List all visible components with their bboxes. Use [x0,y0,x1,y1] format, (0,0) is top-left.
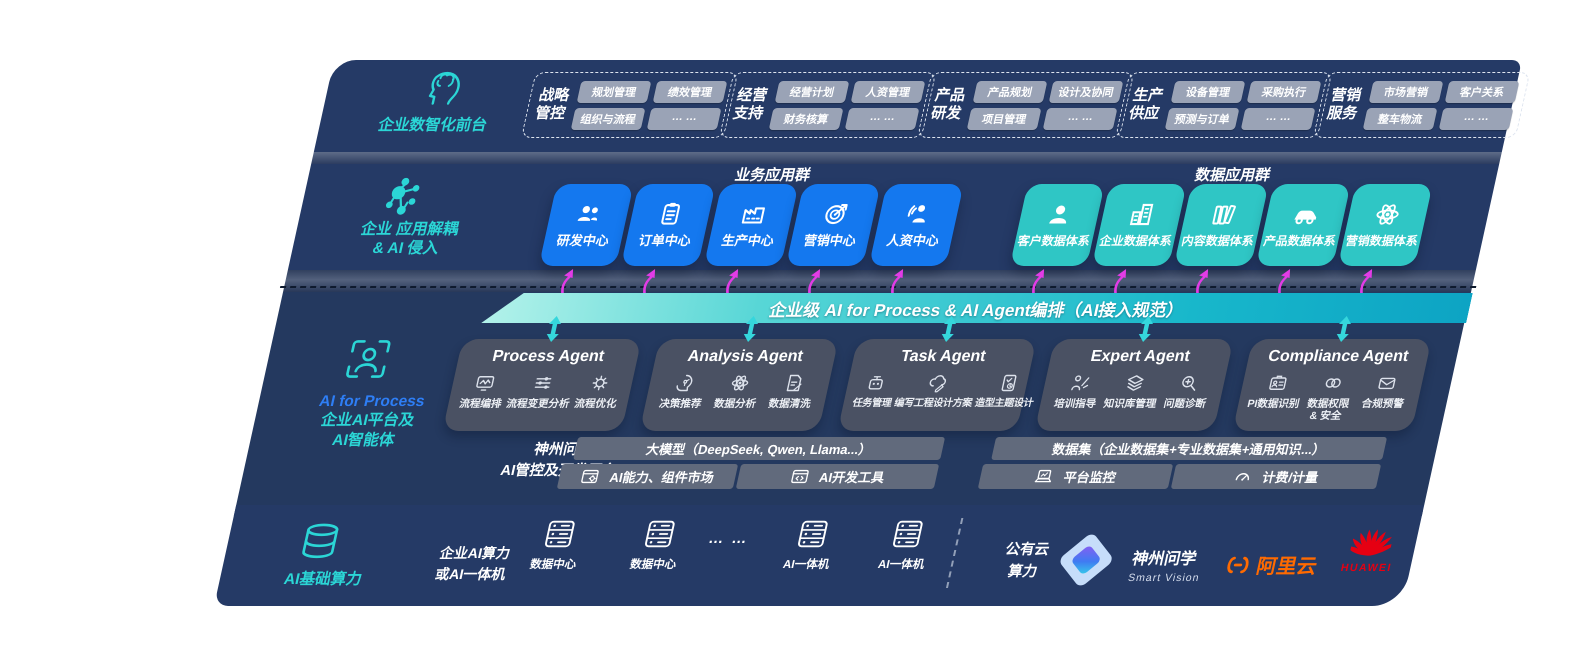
front-group-strategy: 战略 管控 规划管理 绩效管理 组织与流程 … … [520,72,739,138]
id-card-icon [1266,373,1290,393]
front-module: 人资管理 [850,80,926,103]
laptop-icon [1033,467,1056,486]
server-icon [890,519,927,549]
front-group-title: 经营 支持 [731,87,770,122]
gauge-icon [1232,467,1255,486]
cloud-pen-icon [925,373,949,393]
front-module: 规划管理 [576,80,652,103]
front-module: 绩效管理 [652,80,728,103]
front-group-title: 战略 管控 [533,87,572,122]
building-icon [1125,201,1158,228]
mail-alert-icon [1375,373,1399,393]
compute-layer-label: AI基础算力 [282,571,364,588]
node-datacenter: 数据中心 [613,519,701,572]
apps-layer-label: 企业 应用解耦 & AI 侵入 [359,221,461,258]
model-bar: 大模型（DeepSeek, Qwen, Llama...） [573,437,946,460]
agent-title: Process Agent [490,348,606,365]
doc-pen-icon [782,373,806,393]
front-module: 预测与订单 [1164,107,1240,130]
team-icon [572,200,605,227]
front-group-title: 生产 供应 [1127,87,1166,122]
head-idea-icon [673,373,697,393]
clipboard-icon [654,200,687,227]
factory-icon [737,200,770,227]
dataset-bar: 数据集（企业数据集+专业数据集+通用知识...） [991,437,1388,460]
link-circles-icon [1321,373,1345,393]
diagnose-icon [1177,373,1201,393]
server-icon [642,519,679,549]
front-module: 经营计划 [774,80,850,103]
tool-platform-monitor: 平台监控 [977,464,1174,489]
data-apps-header: 数据应用群 [1193,167,1273,184]
atom-icon [1371,201,1404,228]
front-module: 设备管理 [1170,80,1246,103]
front-group-production: 生产 供应 设备管理 采购执行 预测与订单 … … [1114,72,1333,138]
agent-card-analysis: Analysis Agent 决策推荐 数据分析 数据清洗 [639,339,839,431]
front-module: … … [844,107,920,130]
front-group-title: 产品 研发 [929,87,968,122]
robot-icon [864,373,888,393]
agent-card-expert: Expert Agent 培训指导 知识库管理 问题诊断 [1034,339,1234,431]
front-module: … … [646,107,722,130]
diagram-perspective-container: 企业数智化前台 战略 管控 规划管理 绩效管理 组织与流程 … … 经营 支持 经营… [214,60,1531,606]
front-group-product: 产品 研发 产品规划 设计及协同 项目管理 … … [916,72,1135,138]
front-group-operation: 经营 支持 经营计划 人资管理 财务核算 … … [718,72,937,138]
layer-divider [311,152,1502,164]
person-icon [1043,201,1076,228]
front-module: 客户关系 [1444,80,1520,103]
tool-billing-metering: 计费/计量 [1170,464,1382,489]
agent-card-compliance: Compliance Agent PI数据识别 数据权限 & 安全 合规预警 [1232,339,1432,431]
training-icon [1067,373,1091,393]
agent-title: Analysis Agent [685,348,805,365]
alibaba-cloud-logo: 阿里云 [1220,550,1320,579]
flow-icon [473,373,497,393]
front-module: 整车物流 [1362,107,1438,130]
server-icon [542,519,579,549]
front-module: 市场营销 [1368,80,1444,103]
front-module: 财务核算 [768,107,844,130]
sliders-icon [530,373,554,393]
node-ai-appliance: AI一体机 [766,519,854,572]
agent-title: Expert Agent [1088,348,1192,365]
target-icon [819,200,852,227]
ellipsis-nodes: … … [706,530,751,547]
layers-icon [1122,373,1146,393]
hr-icon [902,200,935,227]
front-module: 采购执行 [1246,80,1322,103]
business-apps-header: 业务应用群 [733,167,813,184]
agent-title: Compliance Agent [1266,348,1411,365]
huawei-logo: HUAWEI [1329,526,1412,574]
alibaba-brackets-icon [1221,554,1256,576]
window-code-icon [788,467,811,486]
ai-platform-label: AI for Process 企业AI平台及 AI智能体 [317,393,427,449]
books-icon [1207,201,1240,228]
server-icon [795,519,832,549]
front-group-marketing: 营销 服务 市场营销 客户关系 整车物流 … … [1312,72,1531,138]
node-ai-appliance: AI一体机 [861,519,949,572]
agent-card-process: Process Agent 流程编排 流程变更分析 流程优化 [442,339,642,431]
front-module: … … [1042,107,1118,130]
front-module: 设计及协同 [1048,80,1124,103]
gear-icon [588,373,612,393]
ai-orchestration-bar: 企业级 AI for Process & AI Agent编排（AI接入规范） [481,293,1473,323]
agent-title: Task Agent [899,348,988,365]
node-datacenter: 数据中心 [513,519,601,572]
agent-card-task: Task Agent 任务管理 编写工程设计方案 造型主题设计 [837,339,1037,431]
tool-ai-dev-tools: AI开发工具 [735,464,940,489]
tablet-check-icon [996,373,1020,393]
front-module: 产品规划 [972,80,1048,103]
atom-small-icon [727,373,751,393]
tool-ai-capability-market: AI能力、组件市场 [556,464,739,489]
front-group-title: 营销 服务 [1325,87,1364,122]
huawei-petals-icon [1348,526,1395,560]
front-module: 组织与流程 [570,107,646,130]
window-gear-icon [579,467,602,486]
front-module: … … [1240,107,1316,130]
front-module: … … [1438,107,1514,130]
front-module: 项目管理 [966,107,1042,130]
front-layer-label: 企业数智化前台 [376,117,489,134]
car-icon [1289,201,1322,228]
